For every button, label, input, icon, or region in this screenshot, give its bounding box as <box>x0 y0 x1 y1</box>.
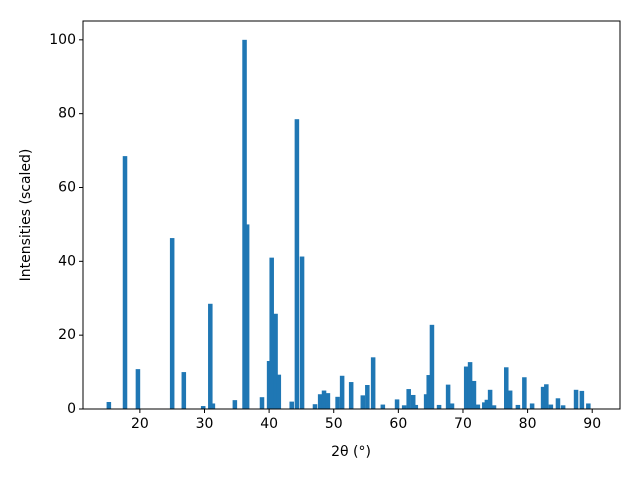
bar <box>540 386 546 409</box>
bar <box>413 404 419 409</box>
bar <box>586 403 591 409</box>
bar <box>325 393 331 409</box>
bar <box>555 398 561 409</box>
bar <box>445 384 451 409</box>
x-tick-label: 20 <box>131 416 149 432</box>
bar <box>317 394 323 409</box>
bar <box>269 257 274 409</box>
bar <box>560 405 566 409</box>
bar <box>426 375 431 409</box>
bar <box>335 396 340 409</box>
x-tick-label: 80 <box>519 416 537 432</box>
bar <box>106 401 112 409</box>
bar <box>210 403 216 409</box>
bar <box>370 357 376 409</box>
x-tick-label: 90 <box>583 416 601 432</box>
bar <box>515 404 521 409</box>
bar <box>429 324 435 409</box>
bar <box>312 404 318 409</box>
bar <box>135 369 141 409</box>
bar <box>122 156 128 409</box>
x-axis-label: 2θ (°) <box>331 444 371 460</box>
bar <box>449 403 455 409</box>
bar <box>491 405 497 409</box>
bar <box>463 366 469 409</box>
bar <box>242 39 247 409</box>
x-tick-label: 50 <box>325 416 343 432</box>
bar <box>339 375 345 409</box>
bar <box>232 400 238 409</box>
bar <box>169 238 175 409</box>
bar <box>544 384 549 409</box>
bar <box>471 380 477 409</box>
bar <box>200 406 206 409</box>
bar <box>294 119 300 410</box>
bar <box>266 361 272 409</box>
y-tick-label: 80 <box>58 106 76 122</box>
bar <box>487 389 493 409</box>
bar <box>276 374 282 409</box>
y-tick-label: 40 <box>58 253 76 269</box>
bar <box>507 390 513 409</box>
bar <box>401 405 407 409</box>
bar <box>299 256 305 409</box>
bar <box>548 404 554 409</box>
bar <box>522 377 527 409</box>
x-tick-label: 40 <box>260 416 278 432</box>
y-tick-label: 0 <box>67 401 76 417</box>
x-tick-label: 30 <box>196 416 214 432</box>
bar <box>380 404 386 409</box>
bar <box>348 382 354 409</box>
bar <box>273 313 278 409</box>
bar <box>394 399 400 409</box>
bar <box>181 372 187 409</box>
bar <box>365 385 370 409</box>
bar <box>289 401 294 409</box>
bar <box>573 389 579 409</box>
x-tick-label: 70 <box>454 416 472 432</box>
y-tick-label: 60 <box>58 179 76 195</box>
y-tick-label: 20 <box>58 327 76 343</box>
bar <box>244 224 250 409</box>
bar <box>360 395 366 409</box>
bar <box>259 397 265 409</box>
bar <box>436 404 442 409</box>
bar <box>410 394 416 409</box>
bar <box>423 394 429 409</box>
y-axis-label: Intensities (scaled) <box>18 149 34 282</box>
bar <box>406 389 411 409</box>
bar <box>482 402 487 409</box>
x-tick-label: 60 <box>389 416 407 432</box>
bar <box>529 403 535 409</box>
bar <box>504 367 509 409</box>
bar <box>475 404 481 409</box>
plot-frame <box>82 20 621 410</box>
bar <box>579 390 585 409</box>
y-tick-label: 100 <box>49 32 76 48</box>
bar <box>321 390 327 409</box>
bar <box>484 399 490 409</box>
bar <box>467 362 473 409</box>
bar <box>208 303 213 409</box>
